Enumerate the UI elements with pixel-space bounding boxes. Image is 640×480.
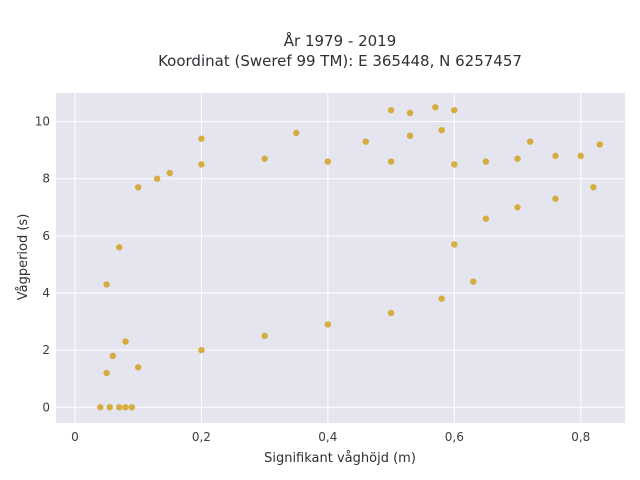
data-point <box>552 152 559 160</box>
x-tick-label: 0,2 <box>192 430 211 444</box>
data-point <box>590 184 597 191</box>
chart-title-line1: År 1979 - 2019 <box>284 31 397 50</box>
data-point <box>514 155 521 162</box>
data-point <box>596 141 603 148</box>
data-point <box>387 158 395 165</box>
data-point <box>122 338 129 345</box>
data-point <box>116 404 123 411</box>
data-point <box>116 244 123 251</box>
data-point <box>293 129 300 137</box>
data-point <box>324 321 332 328</box>
data-point <box>109 352 117 360</box>
data-point <box>134 364 142 371</box>
data-point <box>387 309 395 317</box>
data-point <box>438 126 445 134</box>
y-axis-ticks: 0 2 4 6 8 10 <box>35 115 50 415</box>
x-tick-label: 0 <box>71 430 79 444</box>
data-point <box>261 155 268 162</box>
x-tick-label: 0,4 <box>318 430 337 444</box>
data-point <box>470 278 477 285</box>
y-tick-label: 8 <box>42 172 50 186</box>
y-tick-label: 4 <box>42 286 50 300</box>
data-point <box>387 106 395 114</box>
x-tick-label: 0,8 <box>571 430 590 444</box>
data-point <box>526 138 534 145</box>
data-point <box>451 161 458 168</box>
data-point <box>324 158 332 165</box>
y-tick-label: 0 <box>42 400 50 414</box>
data-point <box>451 241 458 248</box>
data-point <box>406 109 414 117</box>
x-tick-label: 0,6 <box>445 430 464 444</box>
data-point <box>103 281 110 288</box>
data-point <box>97 404 104 411</box>
data-point <box>166 169 173 177</box>
data-points <box>97 104 603 411</box>
data-point <box>122 404 129 411</box>
data-point <box>134 184 142 191</box>
x-axis-label: Signifikant våghöjd (m) <box>264 451 416 466</box>
data-point <box>514 204 521 211</box>
y-tick-label: 10 <box>35 115 50 129</box>
y-axis-label: Vågperiod (s) <box>16 214 31 301</box>
data-point <box>362 138 369 145</box>
data-point <box>577 152 584 160</box>
data-point <box>103 369 110 377</box>
grid-lines <box>56 93 625 423</box>
data-point <box>106 404 113 411</box>
data-point <box>432 104 439 111</box>
data-point <box>438 295 445 302</box>
data-point <box>482 158 490 165</box>
x-axis-ticks: 0 0,2 0,4 0,6 0,8 <box>71 430 590 444</box>
data-point <box>552 195 559 202</box>
data-point <box>128 404 136 411</box>
plot-area <box>56 93 625 423</box>
data-point <box>406 132 414 140</box>
data-point <box>261 332 268 340</box>
data-point <box>198 135 205 142</box>
data-point <box>451 106 458 114</box>
y-tick-label: 2 <box>42 343 50 357</box>
data-point <box>198 346 205 354</box>
data-point <box>198 161 205 168</box>
y-tick-label: 6 <box>42 229 50 243</box>
chart-title-line2: Koordinat (Sweref 99 TM): E 365448, N 62… <box>158 52 522 70</box>
data-point <box>153 175 161 182</box>
data-point <box>482 215 490 222</box>
